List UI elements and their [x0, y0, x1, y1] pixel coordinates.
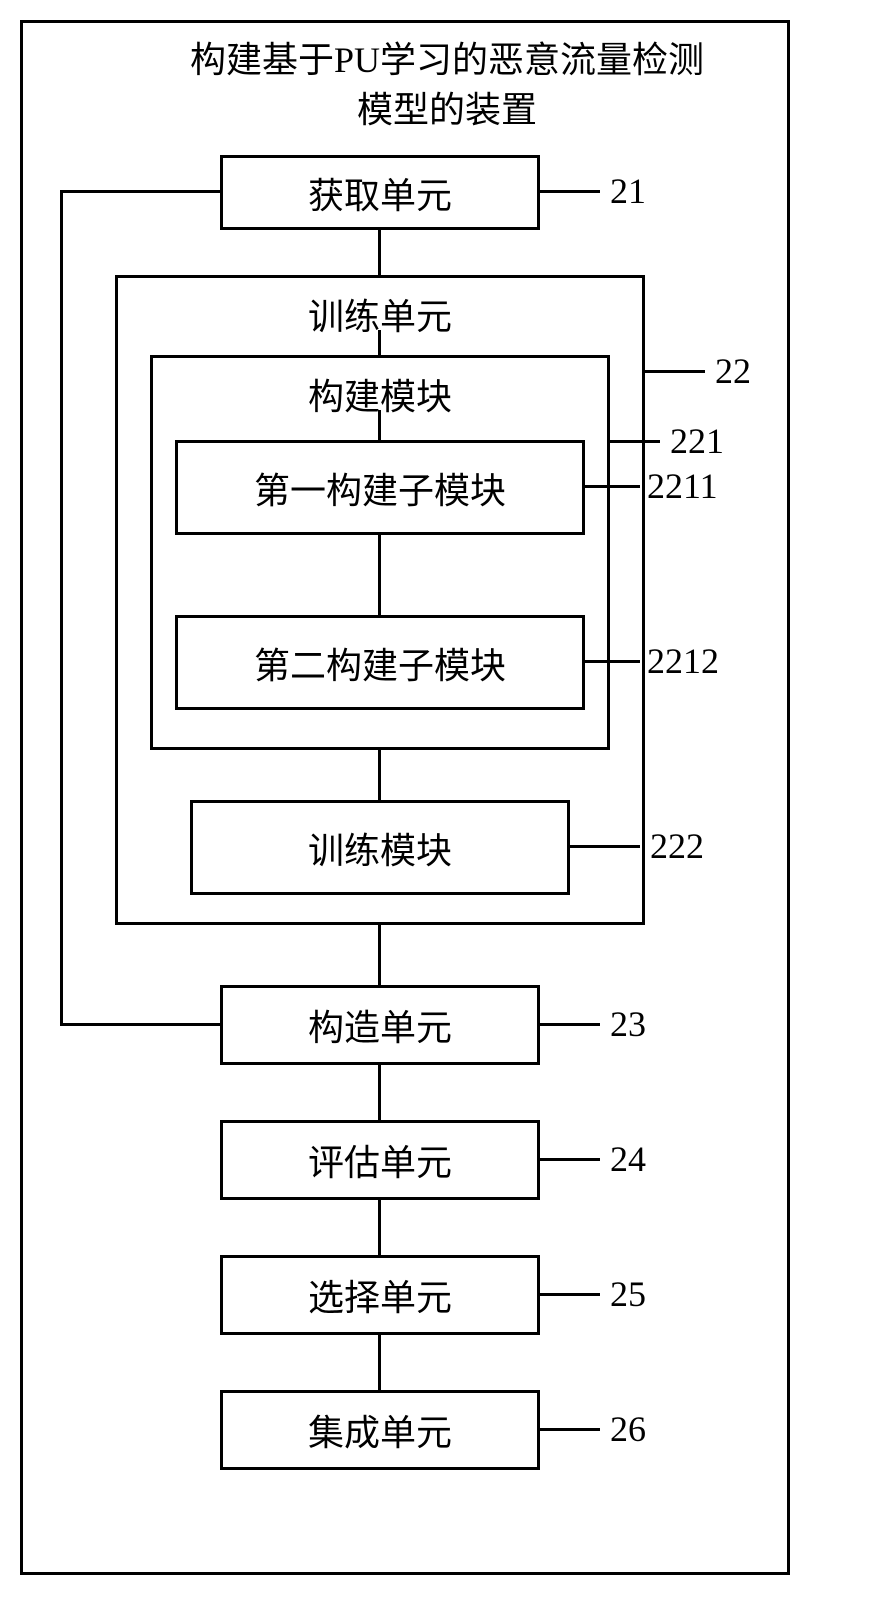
conn-2211-2212: [378, 535, 381, 615]
selection-unit: 选择单元: [220, 1255, 540, 1335]
selection-unit-label: 选择单元: [308, 1269, 452, 1321]
number-24: 24: [610, 1138, 646, 1180]
integration-unit-label: 集成单元: [308, 1404, 452, 1456]
sub-module-1: 第一构建子模块: [175, 440, 585, 535]
training-module-label: 训练模块: [308, 822, 452, 874]
feedback-v: [60, 190, 63, 1026]
number-25: 25: [610, 1273, 646, 1315]
sub-module-2: 第二构建子模块: [175, 615, 585, 710]
diagram-root: 构建基于PU学习的恶意流量检测 模型的装置 获取单元 21 训练单元 22 构建…: [20, 20, 874, 1595]
connector-222: [570, 845, 640, 848]
acquisition-unit: 获取单元: [220, 155, 540, 230]
connector-22: [645, 370, 705, 373]
sub-module-2-label: 第二构建子模块: [254, 637, 506, 689]
construction-unit-label: 构造单元: [308, 999, 452, 1051]
feedback-h-bottom: [60, 1023, 220, 1026]
connector-23: [540, 1023, 600, 1026]
number-26: 26: [610, 1408, 646, 1450]
conn-221-222: [378, 750, 381, 800]
conn-23-24: [378, 1065, 381, 1120]
number-222: 222: [650, 825, 704, 867]
connector-25: [540, 1293, 600, 1296]
evaluation-unit: 评估单元: [220, 1120, 540, 1200]
construction-unit: 构造单元: [220, 985, 540, 1065]
feedback-h-top: [60, 190, 220, 193]
training-module: 训练模块: [190, 800, 570, 895]
diagram-title: 构建基于PU学习的恶意流量检测 模型的装置: [63, 35, 832, 136]
conn-221-2211: [378, 410, 381, 440]
sub-module-1-label: 第一构建子模块: [254, 462, 506, 514]
evaluation-unit-label: 评估单元: [308, 1134, 452, 1186]
number-221: 221: [670, 420, 724, 462]
conn-24-25: [378, 1200, 381, 1255]
connector-24: [540, 1158, 600, 1161]
number-21: 21: [610, 170, 646, 212]
integration-unit: 集成单元: [220, 1390, 540, 1470]
number-2211: 2211: [647, 465, 718, 507]
number-2212: 2212: [647, 640, 719, 682]
connector-21: [540, 190, 600, 193]
acquisition-unit-label: 获取单元: [308, 167, 452, 219]
conn-21-22: [378, 230, 381, 275]
connector-2211: [585, 485, 640, 488]
number-22: 22: [715, 350, 751, 392]
connector-2212: [585, 660, 640, 663]
connector-26: [540, 1428, 600, 1431]
conn-22-221: [378, 330, 381, 355]
conn-25-26: [378, 1335, 381, 1390]
number-23: 23: [610, 1003, 646, 1045]
connector-221: [610, 440, 660, 443]
conn-22-23: [378, 925, 381, 985]
